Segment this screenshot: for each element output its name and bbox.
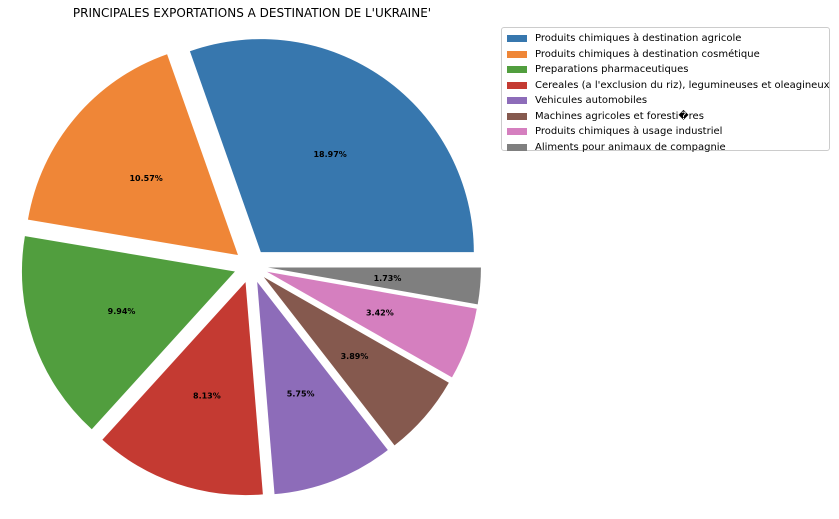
pie-slice <box>267 267 481 305</box>
legend-label: Produits chimiques à usage industriel <box>535 126 723 138</box>
legend-item: Machines agricoles et foresti�res <box>507 109 829 125</box>
legend-item: Aliments pour animaux de compagnie <box>507 140 829 156</box>
slice-percent-label: 8.13% <box>193 392 221 401</box>
slice-percent-label: 1.73% <box>374 274 402 283</box>
slice-percent-label: 5.75% <box>287 390 315 399</box>
legend-swatch <box>507 35 527 43</box>
legend-label: Produits chimiques à destination agricol… <box>535 33 742 45</box>
chart-title: PRINCIPALES EXPORTATIONS A DESTINATION D… <box>72 6 432 20</box>
pie-slice <box>257 281 388 495</box>
legend-label: Aliments pour animaux de compagnie <box>535 141 726 153</box>
legend-item: Produits chimiques à destination cosméti… <box>507 47 829 63</box>
pie-slice <box>263 277 449 446</box>
legend-label: Machines agricoles et foresti�res <box>535 110 704 122</box>
slice-percent-label: 9.94% <box>108 307 136 316</box>
legend-swatch <box>507 66 527 74</box>
pie-slice <box>266 271 477 378</box>
legend-swatch <box>507 128 527 136</box>
pie-slice <box>21 236 235 430</box>
legend-label: Cereales (a l'exclusion du riz), legumin… <box>535 79 830 91</box>
legend-label: Preparations pharmaceutiques <box>535 64 689 76</box>
legend-swatch <box>507 50 527 58</box>
slice-percent-label: 10.57% <box>129 174 162 183</box>
legend-item: Preparations pharmaceutiques <box>507 62 829 78</box>
legend-label: Vehicules automobiles <box>535 95 648 107</box>
legend-swatch <box>507 143 527 151</box>
slice-percent-label: 3.89% <box>341 352 369 361</box>
legend-swatch <box>507 97 527 105</box>
slice-percent-label: 3.42% <box>366 309 394 318</box>
legend-swatch <box>507 81 527 89</box>
slice-percent-label: 18.97% <box>313 150 346 159</box>
legend-label: Produits chimiques à destination cosméti… <box>535 48 760 60</box>
pie-slice <box>102 282 263 496</box>
legend-item: Produits chimiques à destination agricol… <box>507 31 829 47</box>
legend-item: Produits chimiques à usage industriel <box>507 124 829 140</box>
legend-swatch <box>507 112 527 120</box>
legend-item: Cereales (a l'exclusion du riz), legumin… <box>507 78 830 94</box>
legend-item: Vehicules automobiles <box>507 93 829 109</box>
pie-slice <box>189 39 474 253</box>
pie-slice <box>27 54 238 256</box>
legend: Produits chimiques à destination agricol… <box>501 27 830 153</box>
